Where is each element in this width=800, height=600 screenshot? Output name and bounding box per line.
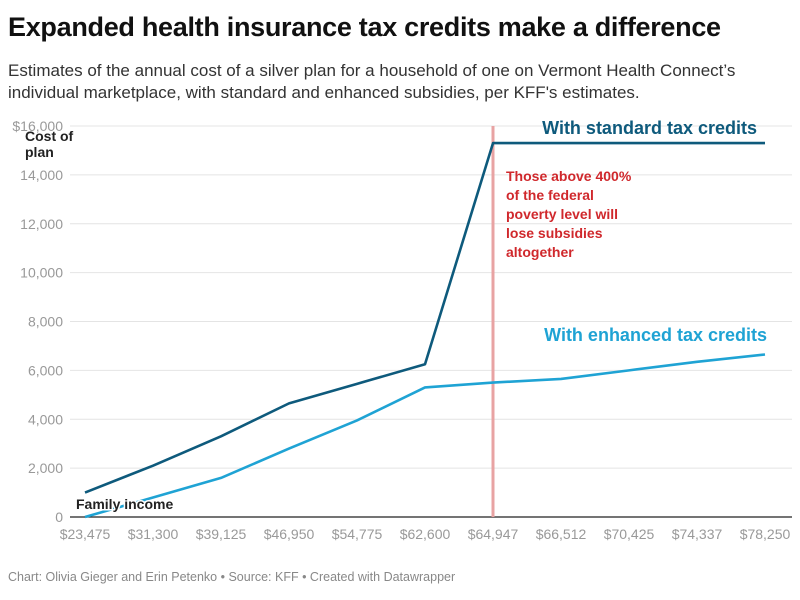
y-tick-label: 4,000 <box>28 411 63 427</box>
chart-subtitle: Estimates of the annual cost of a silver… <box>8 61 736 102</box>
chart-footer: Chart: Olivia Gieger and Erin Petenko • … <box>8 570 456 584</box>
x-tick-label: $54,775 <box>332 526 383 542</box>
x-axis-title: Family income <box>76 496 173 512</box>
chart-title: Expanded health insurance tax credits ma… <box>8 12 721 42</box>
series-line-standard <box>84 141 765 494</box>
x-tick-label: $23,475 <box>60 526 111 542</box>
series-line-enhanced <box>84 353 766 519</box>
x-tick-label: $74,337 <box>672 526 723 542</box>
x-tick-label: $31,300 <box>128 526 179 542</box>
x-tick-label: $64,947 <box>468 526 519 542</box>
y-tick-label: 6,000 <box>28 362 63 378</box>
y-tick-label: 2,000 <box>28 460 63 476</box>
series-label-enhanced: With enhanced tax credits <box>544 325 767 345</box>
y-tick-label: 10,000 <box>20 265 63 281</box>
y-tick-label: 14,000 <box>20 167 63 183</box>
y-axis-title: Cost of plan <box>25 128 74 160</box>
y-tick-label: 0 <box>55 509 63 525</box>
series-label-standard: With standard tax credits <box>542 118 757 138</box>
x-tick-label: $46,950 <box>264 526 315 542</box>
x-tick-label: $78,250 <box>740 526 791 542</box>
x-tick-label: $39,125 <box>196 526 247 542</box>
x-tick-label: $66,512 <box>536 526 587 542</box>
y-tick-label: $16,000 <box>12 118 63 134</box>
y-tick-label: 12,000 <box>20 216 63 232</box>
x-tick-label: $62,600 <box>400 526 451 542</box>
annotation-text: Those above 400% of the federal poverty le… <box>506 168 632 260</box>
x-tick-label: $70,425 <box>604 526 655 542</box>
y-tick-label: 8,000 <box>28 314 63 330</box>
